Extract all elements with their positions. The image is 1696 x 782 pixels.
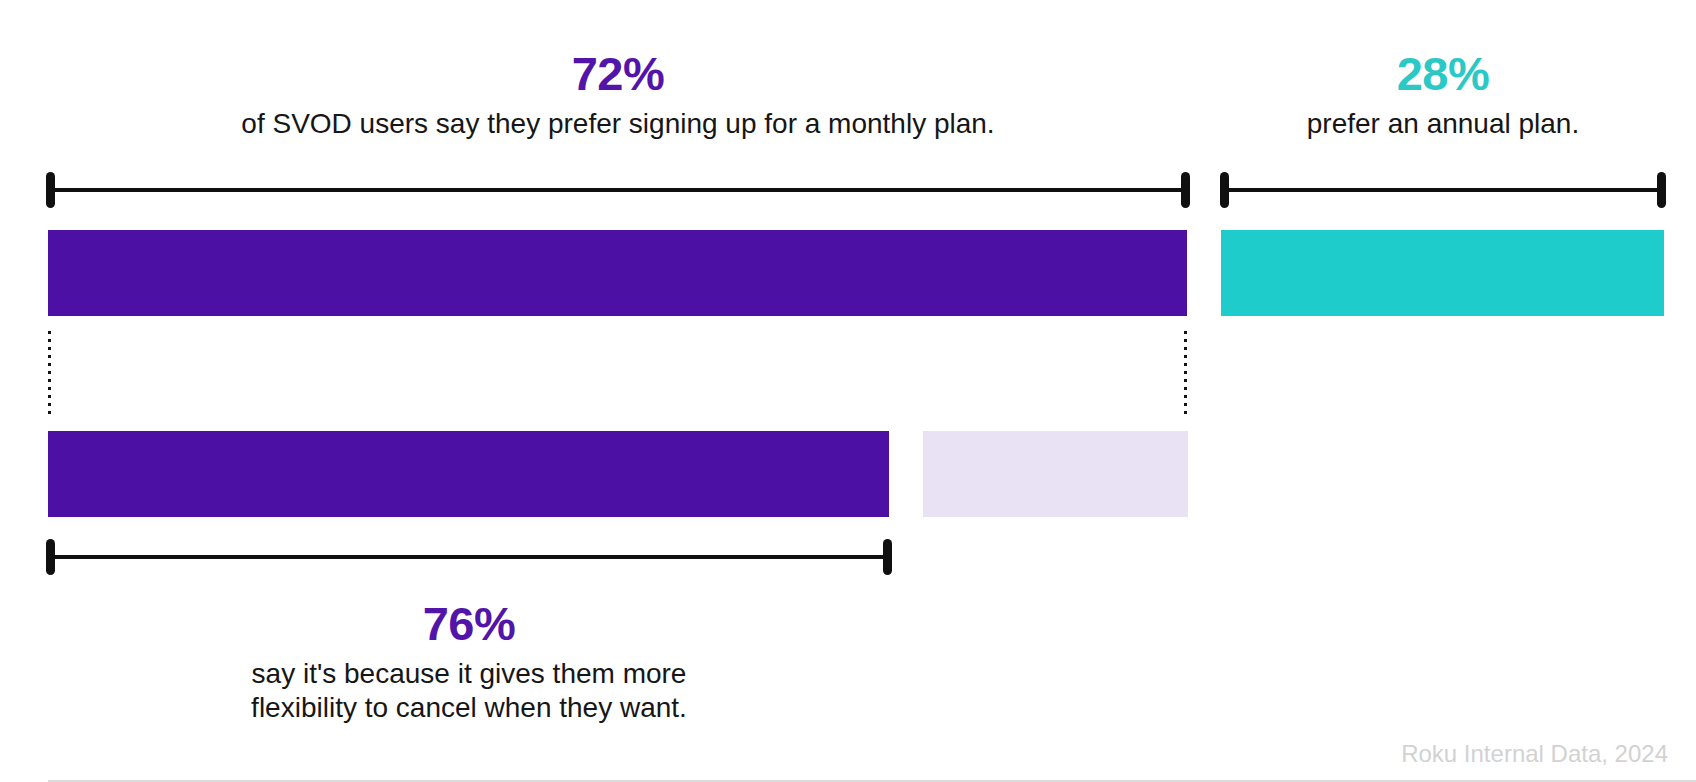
- bracket-endcap-icon: [883, 539, 892, 575]
- annual-stat-value: 28%: [1222, 48, 1664, 100]
- flexibility-caption-line1: say it's because it gives them more: [48, 657, 890, 691]
- annual-stat-caption: prefer an annual plan.: [1222, 107, 1664, 141]
- bracket-flexibility-span: [48, 539, 890, 575]
- monthly-stat-caption: of SVOD users say they prefer signing up…: [48, 107, 1188, 141]
- flexibility-caption-line2: flexibility to cancel when they want.: [48, 691, 890, 725]
- bracket-annual-span: [1222, 172, 1664, 208]
- bracket-monthly-span: [48, 172, 1188, 208]
- annual-stat-block: 28% prefer an annual plan.: [1222, 48, 1664, 141]
- monthly-bar-segment: [48, 230, 1187, 316]
- bracket-line: [1224, 188, 1662, 192]
- dotted-connector-right: [1184, 331, 1187, 415]
- bracket-endcap-icon: [1657, 172, 1666, 208]
- bracket-endcap-icon: [1181, 172, 1190, 208]
- annual-bar-segment: [1221, 230, 1664, 316]
- monthly-stat-block: 72% of SVOD users say they prefer signin…: [48, 48, 1188, 141]
- flexibility-stat-caption: say it's because it gives them more flex…: [48, 657, 890, 725]
- bracket-line: [50, 188, 1186, 192]
- remainder-bar-segment: [923, 431, 1188, 517]
- bracket-line: [50, 555, 888, 559]
- source-attribution: Roku Internal Data, 2024: [1401, 740, 1668, 768]
- flexibility-stat-block: 76% say it's because it gives them more …: [48, 598, 890, 725]
- flexibility-stat-value: 76%: [48, 598, 890, 650]
- svod-plan-infographic: 72% of SVOD users say they prefer signin…: [0, 0, 1696, 782]
- flexibility-reason-bar-row: [48, 431, 1188, 517]
- flexibility-bar-segment: [48, 431, 889, 517]
- monthly-stat-value: 72%: [48, 48, 1188, 100]
- plan-preference-bar-row: [48, 230, 1664, 316]
- dotted-connector-left: [48, 331, 51, 415]
